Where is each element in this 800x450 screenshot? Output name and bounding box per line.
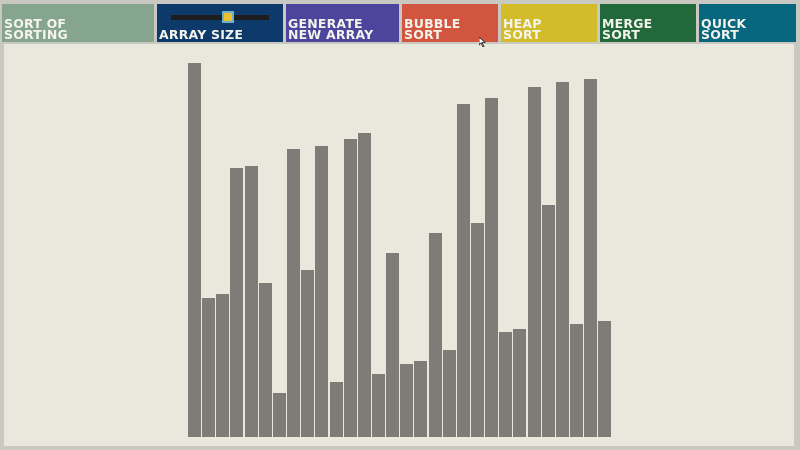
array-bar [343,139,357,437]
generate-label-line2: NEW ARRAY [288,27,374,42]
array-bar [202,298,216,437]
array-bar [541,205,555,437]
array-bar [258,282,272,437]
array-bar [499,331,513,437]
array-bar [244,165,258,437]
array-bar [230,167,244,437]
app-title: SORT OF SORTING [2,4,154,42]
array-bar [428,232,442,437]
array-bar [272,392,286,437]
array-size-slider-thumb[interactable] [221,11,234,23]
sorting-canvas [4,44,794,446]
array-bar [456,103,470,437]
array-bar [555,82,569,437]
array-size-label: ARRAY SIZE [159,27,244,42]
array-bar [527,87,541,437]
mouse-pointer-icon [479,37,487,47]
array-bar [471,222,484,437]
merge-label-line2: SORT [602,27,641,42]
heap-label-line2: SORT [503,27,542,42]
heap-sort-button[interactable]: HEAP SORT [501,4,597,42]
merge-label-line1: MERGE [602,16,653,31]
array-bar [371,374,385,437]
bubble-label-line1: BUBBLE [404,16,461,31]
array-bar [315,146,329,437]
quick-label-line2: SORT [701,27,740,42]
bubble-sort-button[interactable]: BUBBLE SORT [402,4,498,42]
array-bar [598,321,612,437]
array-bar [357,133,371,437]
array-bar [570,324,584,437]
array-size-control: ARRAY SIZE [157,4,283,42]
app-title-line2: SORTING [4,27,68,42]
array-bar [386,253,400,437]
array-bar [485,98,499,437]
array-bar [287,149,301,437]
generate-label-line1: GENERATE [288,16,363,31]
quick-sort-button[interactable]: QUICK SORT [699,4,796,42]
merge-sort-button[interactable]: MERGE SORT [600,4,696,42]
bubble-label-line2: SORT [404,27,443,42]
array-bar [188,62,201,437]
array-size-slider-track[interactable] [171,15,269,20]
array-bar [513,328,527,437]
array-bar [301,269,315,437]
heap-label-line1: HEAP [503,16,542,31]
array-bar [216,293,230,437]
array-bar [400,364,414,437]
generate-new-array-button[interactable]: GENERATE NEW ARRAY [286,4,399,42]
app-title-line1: SORT OF [4,16,67,31]
array-bar [329,381,343,437]
quick-label-line1: QUICK [701,16,747,31]
array-bar [442,349,456,437]
array-bars [4,44,794,446]
array-bar [584,79,598,437]
array-bar [414,361,428,437]
toolbar: SORT OF SORTING ARRAY SIZE GENERATE NEW … [0,0,800,44]
